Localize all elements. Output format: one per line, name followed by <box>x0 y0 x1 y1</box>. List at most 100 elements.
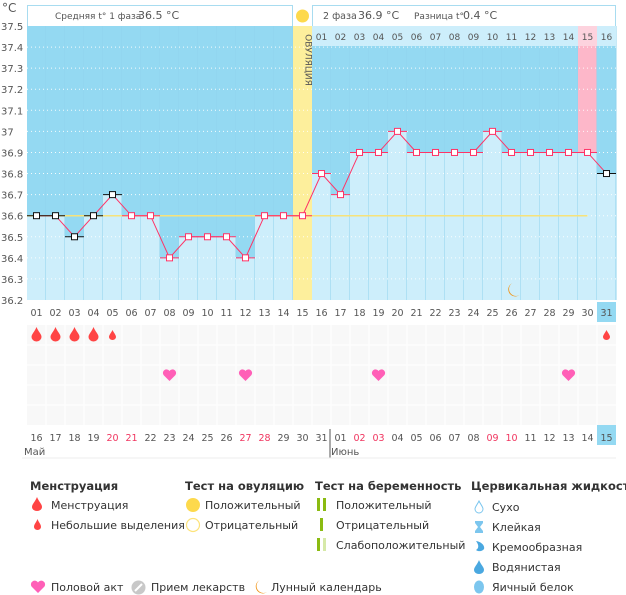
column-high-bg <box>160 26 179 258</box>
cycle-day-axis-label: 08 <box>163 308 175 319</box>
current-day-highlight <box>597 302 616 322</box>
cycle-day-label: 13 <box>544 33 555 43</box>
column-high-bg <box>483 26 502 132</box>
calendar-date-label: 09 <box>486 433 498 444</box>
legend-item-menstruation: Менструация <box>51 499 129 512</box>
legend-item-spotting: Небольшие выделения <box>51 519 185 532</box>
cycle-day-axis-label: 29 <box>562 308 574 319</box>
cycle-day-axis-label: 10 <box>201 308 213 319</box>
watery-icon <box>474 560 484 574</box>
medication-icon <box>131 580 146 595</box>
cycle-day-axis-label: 18 <box>353 308 365 319</box>
cycle-day-label: 02 <box>335 33 346 43</box>
temperature-point <box>356 148 363 156</box>
legend-item-moon: Лунный календарь <box>271 581 382 594</box>
temperature-point <box>603 170 610 178</box>
temperature-bar <box>350 152 369 300</box>
temperature-point <box>223 233 230 241</box>
cycle-day-axis-label: 25 <box>486 308 498 319</box>
y-tick-label: 37.3 <box>1 64 23 75</box>
intercourse-heart-icon <box>561 369 576 381</box>
y-tick-label: 37 <box>1 127 14 138</box>
menstruation-heavy-icon <box>88 327 99 342</box>
cycle-day-axis-label: 23 <box>448 308 460 319</box>
cycle-day-axis-label: 06 <box>125 308 137 319</box>
temperature-bar <box>236 257 255 300</box>
cycle-day-label: 14 <box>563 33 575 43</box>
pregnancy-negative-icon <box>320 518 323 531</box>
calendar-date-label: 23 <box>163 433 175 444</box>
legend-item-pregnancy-weak: Слабоположительный <box>336 539 466 552</box>
temperature-point <box>337 191 344 199</box>
column-high-bg <box>274 26 293 216</box>
today-date-highlight <box>597 425 616 445</box>
temperature-point <box>546 148 553 156</box>
pregnancy-positive-icon <box>317 498 326 511</box>
moon-icon <box>255 580 267 594</box>
y-tick-label: 36.9 <box>1 148 23 159</box>
calendar-date-label: 08 <box>467 433 479 444</box>
y-tick-label: 36.8 <box>1 170 23 181</box>
column-high-bg <box>540 26 559 153</box>
temperature-bar <box>179 236 198 300</box>
cycle-day-axis-label: 04 <box>87 308 99 319</box>
cycle-day-axis-label: 12 <box>239 308 251 319</box>
temperature-bar <box>464 152 483 300</box>
phase2-value: 36.9 °C <box>358 9 399 22</box>
temperature-point <box>185 233 192 241</box>
cycle-day-label: 05 <box>392 33 403 43</box>
cycle-day-axis-label: 28 <box>543 308 555 319</box>
temperature-point <box>166 254 173 262</box>
calendar-date-label: 12 <box>543 433 555 444</box>
y-tick-label: 36.6 <box>1 212 23 223</box>
cycle-day-axis-label: 26 <box>505 308 517 319</box>
legend-item-ovulation-negative: Отрицательный <box>205 519 299 532</box>
column-high-bg <box>46 26 65 216</box>
sticky-icon <box>475 521 483 533</box>
temperature-point <box>90 212 97 220</box>
calendar-date-label: 10 <box>505 433 517 444</box>
temperature-bar <box>407 152 426 300</box>
temperature-bar <box>578 152 597 300</box>
cycle-day-axis-label: 01 <box>30 308 42 319</box>
legend-ovulation-title: Тест на овуляцию <box>185 479 305 493</box>
calendar-date-label: 01 <box>334 433 346 444</box>
legend-pregnancy-title: Тест на беременность <box>315 479 462 493</box>
column-high-bg <box>521 26 540 153</box>
temperature-point <box>508 148 515 156</box>
temperature-bar <box>502 152 521 300</box>
column-high-bg <box>236 26 255 258</box>
legend-item-ovulation-positive: Положительный <box>205 499 301 512</box>
calendar-date-label: 13 <box>562 433 574 444</box>
cycle-day-cell <box>464 26 483 46</box>
legend-item-dry: Сухо <box>492 501 520 514</box>
cycle-day-cell <box>388 26 407 46</box>
column-high-bg <box>122 26 141 216</box>
column-high-bg <box>407 26 426 153</box>
cycle-day-cell <box>312 26 331 46</box>
y-tick-label: 36.3 <box>1 275 23 286</box>
cycle-day-cell <box>578 26 597 46</box>
temperature-bar <box>521 152 540 300</box>
cycle-day-axis-label: 11 <box>220 308 232 319</box>
ovulation-negative-icon <box>185 517 201 533</box>
calendar-date-label: 06 <box>429 433 441 444</box>
cycle-day-axis-label: 02 <box>49 308 61 319</box>
legend-item-pregnancy-positive: Положительный <box>336 499 432 512</box>
menstruation-heavy-icon <box>50 327 61 342</box>
calendar-date-label: 24 <box>182 433 194 444</box>
cycle-day-axis-label: 07 <box>144 308 156 319</box>
temperature-point <box>584 148 591 156</box>
cycle-day-axis-label: 16 <box>315 308 327 319</box>
column-high-bg <box>559 26 578 153</box>
cycle-day-label: 08 <box>449 33 461 43</box>
cycle-day-label: 12 <box>525 33 536 43</box>
column-high-bg <box>597 26 616 174</box>
y-tick-label: 37.1 <box>1 106 23 117</box>
phase2-label: 2 фаза <box>323 11 357 22</box>
calendar-date-label: 31 <box>315 433 327 444</box>
temperature-point <box>52 212 59 220</box>
temperature-point <box>432 148 439 156</box>
